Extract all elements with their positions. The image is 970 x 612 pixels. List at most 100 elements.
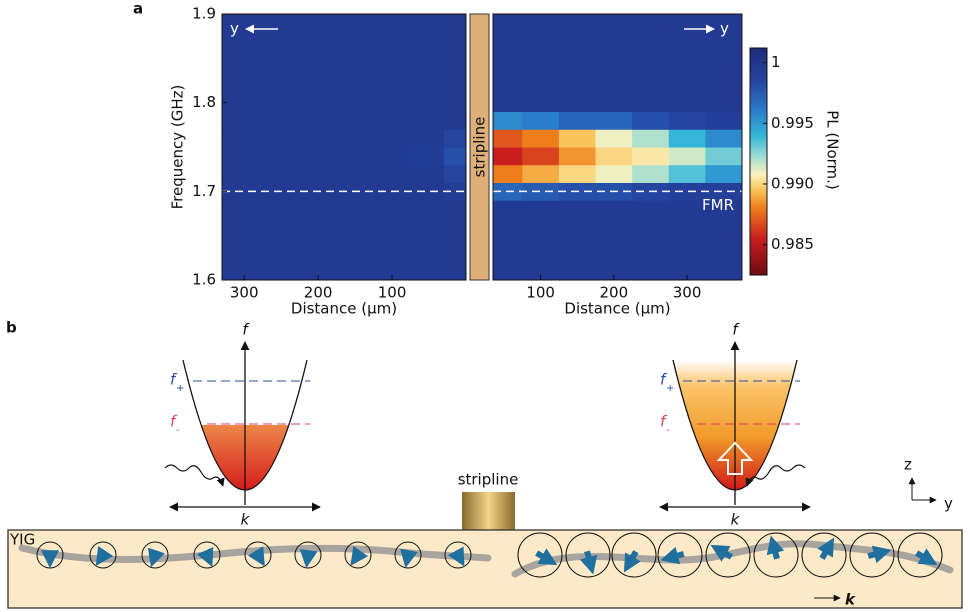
panel-label: a xyxy=(133,0,143,18)
direction-label: y xyxy=(230,20,239,38)
heatmap-cell xyxy=(333,182,370,200)
heatmap-cell xyxy=(522,14,559,112)
heatmap-cell xyxy=(222,200,259,280)
heatmap-cell xyxy=(596,200,633,280)
heatmap-cell xyxy=(333,147,370,165)
heatmap-cell xyxy=(296,129,333,147)
heatmap-cell xyxy=(444,200,467,280)
heatmap-cell xyxy=(259,129,296,147)
heatmap-cell xyxy=(296,112,333,130)
heatmap-cell xyxy=(407,147,444,165)
heatmap-cell xyxy=(259,147,296,165)
f-axis-label: f xyxy=(242,321,250,339)
heatmap-cell xyxy=(296,200,333,280)
heatmap-cell xyxy=(705,147,742,165)
spin-vector xyxy=(100,554,104,560)
heatmap-cell xyxy=(705,129,742,147)
heatmap-cell xyxy=(370,200,407,280)
heatmap-cell xyxy=(222,147,259,165)
heatmap-cell xyxy=(632,14,669,112)
spin-vector xyxy=(307,553,308,561)
heatmap-cell xyxy=(296,147,333,165)
heatmap-cell xyxy=(522,165,559,183)
heatmap-cell xyxy=(493,200,523,280)
heatmap-cell xyxy=(370,165,407,183)
heatmap-cell xyxy=(333,112,370,130)
z-axis-label: z xyxy=(904,456,912,474)
heatmap-cell xyxy=(596,14,633,112)
spin-vector xyxy=(257,553,261,560)
spin-vector xyxy=(868,552,884,556)
heatmap-cell xyxy=(632,165,669,183)
spin-vector xyxy=(457,553,461,560)
heatmap-cell xyxy=(333,129,370,147)
colorbar-tick-label: 0.985 xyxy=(771,235,814,253)
heatmap-cell xyxy=(370,129,407,147)
k-direction-label: k xyxy=(845,591,856,609)
y-axis-label: y xyxy=(944,495,953,513)
heatmap-cell xyxy=(333,14,370,112)
heatmap-cell xyxy=(632,200,669,280)
stripline-block xyxy=(462,492,515,530)
heatmap-cell xyxy=(370,147,407,165)
heatmap-cell xyxy=(522,182,559,200)
f-axis-label: f xyxy=(732,321,740,339)
heatmap-cell xyxy=(596,165,633,183)
heatmap-cell xyxy=(632,129,669,147)
heatmap-cell xyxy=(222,129,259,147)
heatmap-cell xyxy=(407,200,444,280)
heatmap-cell xyxy=(370,14,407,112)
heatmap-cell xyxy=(559,14,596,112)
heatmap-cell xyxy=(596,147,633,165)
heatmap-cell xyxy=(669,147,706,165)
heatmap-cell xyxy=(522,112,559,130)
heatmap-cell xyxy=(444,165,467,183)
heatmap-cell xyxy=(559,165,596,183)
heatmap-cell xyxy=(444,112,467,130)
heatmap-cell xyxy=(596,112,633,130)
heatmap-cell xyxy=(296,165,333,183)
heatmap-cell xyxy=(370,112,407,130)
x-axis-label: Distance (µm) xyxy=(564,300,670,318)
y-axis-label: Frequency (GHz) xyxy=(169,85,187,210)
stripline-label: stripline xyxy=(458,471,519,489)
stripline-label: stripline xyxy=(471,117,489,178)
heatmap-cell xyxy=(407,129,444,147)
x-tick-label: 300 xyxy=(673,284,702,302)
heatmap-cell xyxy=(559,200,596,280)
reference-label: FMR xyxy=(702,196,734,214)
heatmap-cell xyxy=(407,165,444,183)
colorbar-tick-label: 0.995 xyxy=(771,114,814,132)
heatmap-cell xyxy=(522,200,559,280)
heatmap-cell xyxy=(522,129,559,147)
y-tick-label: 1.7 xyxy=(192,182,216,200)
heatmap-cell xyxy=(333,200,370,280)
heatmap-cell xyxy=(333,165,370,183)
heatmap-cell xyxy=(493,165,523,183)
heatmap-cell xyxy=(493,147,523,165)
colorbar xyxy=(750,48,767,275)
f-plus-sub: + xyxy=(176,383,184,394)
heatmap-cell xyxy=(407,112,444,130)
heatmap-cell xyxy=(596,129,633,147)
spin-vector xyxy=(206,553,209,560)
y-tick-label: 1.9 xyxy=(192,5,216,23)
heatmap-cell xyxy=(669,112,706,130)
spin-vector xyxy=(667,554,683,558)
colorbar-tick-label: 0.990 xyxy=(771,174,814,192)
heatmap-cell xyxy=(669,165,706,183)
f-minus-sub: - xyxy=(176,425,180,436)
k-axis-label: k xyxy=(731,511,741,529)
f-minus-sub: - xyxy=(666,425,670,436)
k-axis-label: k xyxy=(241,511,251,529)
heatmap-cell xyxy=(632,112,669,130)
heatmap-cell xyxy=(259,200,296,280)
spin-vector xyxy=(153,553,155,560)
colorbar-title: PL (Norm.) xyxy=(824,110,842,190)
heatmap-cell xyxy=(559,147,596,165)
heatmap-cell xyxy=(222,112,259,130)
heatmap-cell xyxy=(259,112,296,130)
heatmap-cell xyxy=(222,165,259,183)
x-tick-label: 300 xyxy=(230,284,259,302)
x-axis-label: Distance (µm) xyxy=(291,300,397,318)
